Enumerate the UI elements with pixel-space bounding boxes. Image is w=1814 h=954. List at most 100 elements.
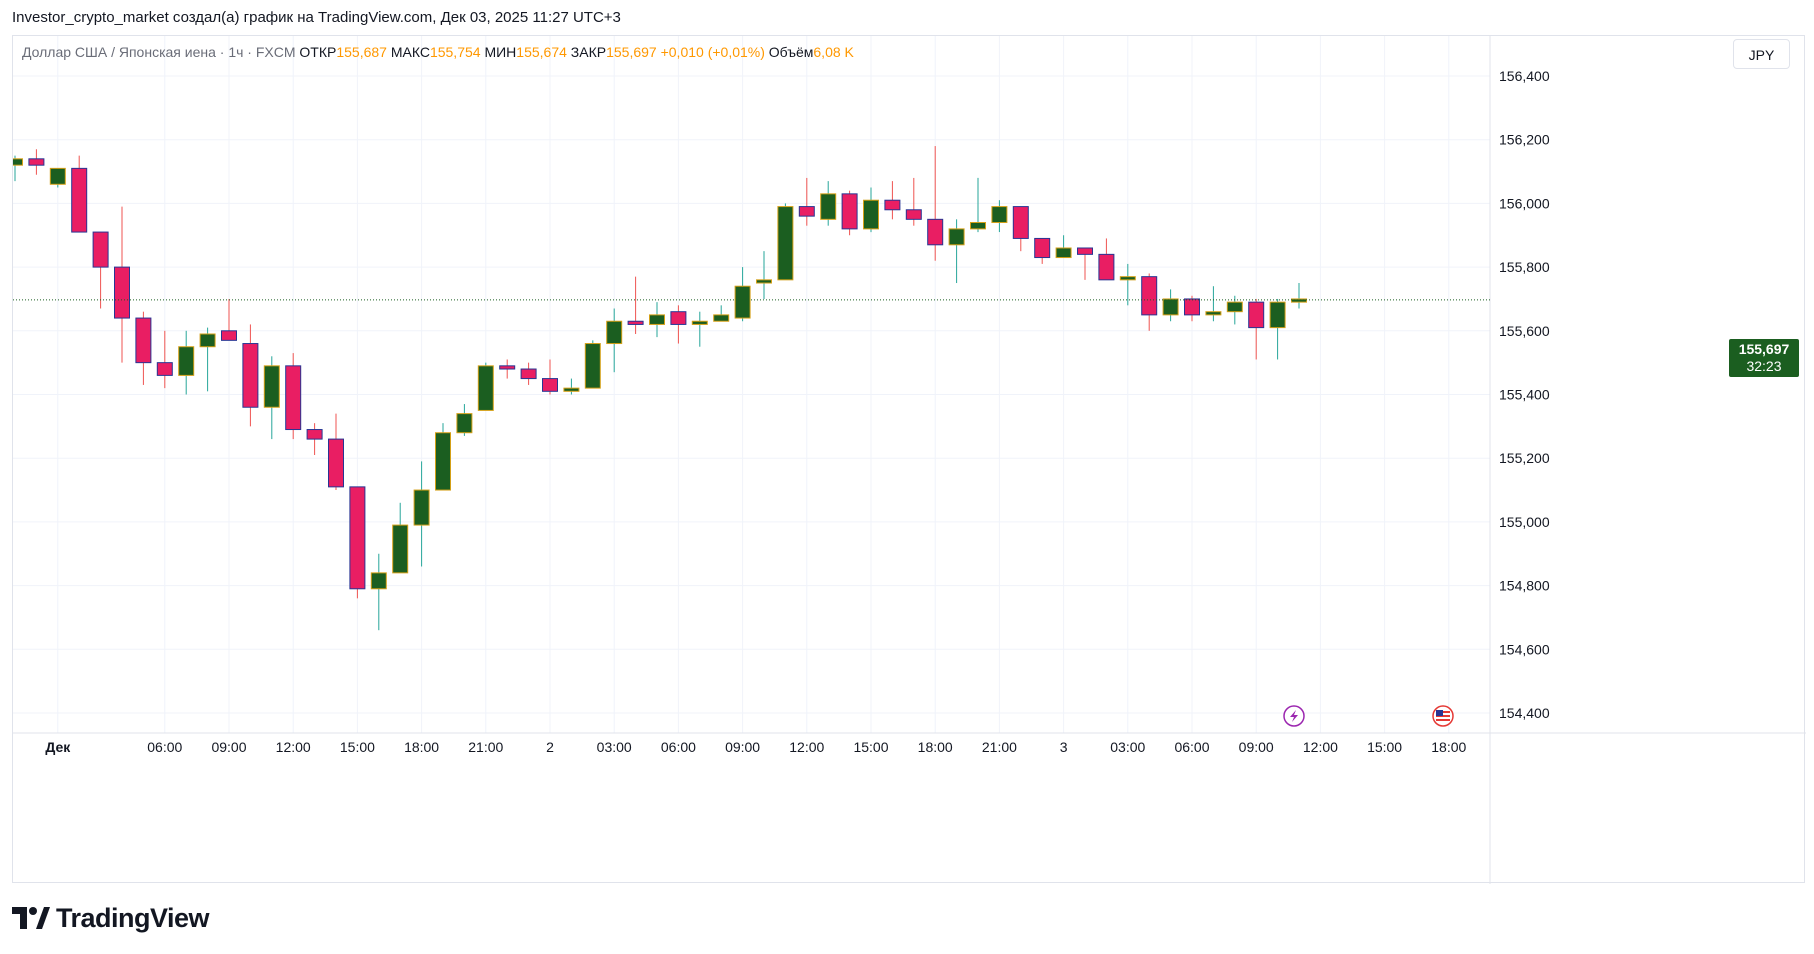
candle-body [221, 330, 237, 341]
candle-body [606, 320, 623, 345]
candle-up [435, 423, 451, 491]
time-tick-label: 09:00 [725, 739, 760, 755]
candle-body [7, 158, 23, 166]
candle-body [563, 387, 580, 392]
candle-body [670, 311, 687, 325]
candle-body [242, 343, 259, 408]
candle-body [520, 368, 537, 380]
candle-body [49, 167, 66, 185]
candle-down [798, 177, 815, 226]
candle-body [713, 314, 730, 322]
candle-body [156, 362, 173, 376]
candle-up [392, 502, 409, 574]
candle-down [1184, 295, 1200, 322]
candle-body [1291, 298, 1307, 303]
candle-body [1034, 237, 1051, 259]
candle-up [477, 362, 494, 411]
candle-body [756, 279, 772, 284]
price-tick-label: 156,400 [1499, 68, 1550, 84]
candle-down [1034, 237, 1051, 264]
legend-symbol[interactable]: Доллар США / Японская иена · 1ч · FXCM [22, 44, 296, 60]
tradingview-logo[interactable]: TradingView [12, 903, 210, 933]
last-price-value: 155,697 [1738, 341, 1790, 357]
legend-close-value: 155,697 [606, 44, 657, 60]
us-flag-icon[interactable] [1432, 705, 1454, 727]
candle-up [863, 187, 879, 233]
candle-body [884, 199, 901, 211]
time-tick-label: 03:00 [597, 739, 632, 755]
candle-body [435, 432, 451, 491]
legend-low-value: 155,674 [516, 44, 567, 60]
candle-down [1077, 247, 1093, 280]
candle-up [178, 330, 195, 395]
candle-down [285, 353, 302, 440]
price-axis[interactable]: 156,400 156,200 156,000 155,800 155,600 155,4… [1499, 68, 1550, 721]
chart-legend: Доллар США / Японская иена · 1ч · FXCM О… [22, 44, 854, 60]
candle-body [1226, 301, 1243, 313]
candle-body [370, 572, 387, 590]
candle-body [263, 365, 280, 408]
candle-down [1141, 273, 1158, 331]
candle-body [1162, 298, 1179, 316]
candle-body [456, 413, 473, 434]
candle-up [456, 404, 473, 436]
time-tick-label: 09:00 [211, 739, 246, 755]
legend-open-value: 155,687 [336, 44, 387, 60]
candle-up [563, 378, 580, 395]
chart-frame[interactable]: 156,400 156,200 156,000 155,800 155,600 155,4… [7, 35, 1806, 884]
time-tick-label: 06:00 [661, 739, 696, 755]
candle-up [7, 155, 23, 182]
candle-up [413, 461, 430, 567]
candle-body [691, 320, 708, 325]
candle-down [670, 305, 687, 344]
time-tick-label: 18:00 [1431, 739, 1466, 755]
candle-body [820, 193, 837, 220]
time-axis[interactable]: Дек 06:00 09:00 12:00 15:00 18:00 21:00 2 03:00 0… [45, 739, 1466, 755]
candle-body [199, 333, 216, 348]
candle-body [1119, 276, 1136, 281]
grid-lines [13, 36, 1490, 733]
candle-down [884, 181, 901, 220]
price-tick-label: 155,600 [1499, 323, 1550, 339]
time-tick-label: 15:00 [1367, 739, 1402, 755]
time-tick-label: 12:00 [1303, 739, 1338, 755]
time-tick-label: 06:00 [147, 739, 182, 755]
candle-down [1098, 238, 1115, 281]
candle-body [584, 343, 601, 389]
time-tick-label: 3 [1060, 739, 1068, 755]
candle-up [1269, 298, 1286, 360]
candle-body [28, 158, 45, 166]
candle-body [92, 231, 109, 268]
legend-change: +0,010 (+0,01%) [660, 44, 765, 60]
time-tick-label: 18:00 [918, 739, 953, 755]
candle-up [1055, 235, 1072, 259]
candlestick-chart[interactable]: 156,400 156,200 156,000 155,800 155,600 155,4… [7, 36, 1806, 884]
candle-down [28, 149, 45, 175]
candle-down [156, 330, 173, 389]
candle-down [1248, 298, 1265, 360]
price-tick-label: 156,200 [1499, 132, 1550, 148]
candle-down [114, 206, 130, 363]
lightning-icon[interactable] [1283, 705, 1305, 727]
currency-button[interactable]: JPY [1733, 39, 1790, 69]
candle-up [1226, 295, 1243, 325]
candle-down [520, 362, 537, 385]
candle-up [777, 203, 794, 281]
candle-up [1119, 263, 1136, 306]
price-tick-label: 156,000 [1499, 195, 1550, 211]
candle-body [1269, 301, 1286, 329]
candle-body [991, 206, 1008, 224]
candle-body [1141, 276, 1158, 316]
candle-down [841, 190, 858, 236]
candle-body [349, 486, 366, 590]
candle-body [328, 438, 344, 488]
legend-high-value: 155,754 [429, 44, 481, 60]
candle-up [584, 340, 601, 389]
time-tick-label: 21:00 [982, 739, 1017, 755]
candle-body [1248, 301, 1265, 329]
candle-up [756, 251, 772, 299]
candle-down [905, 177, 922, 226]
time-tick-label: 12:00 [789, 739, 824, 755]
legend-volume-label: Объём [768, 44, 814, 60]
candle-down [349, 486, 366, 599]
